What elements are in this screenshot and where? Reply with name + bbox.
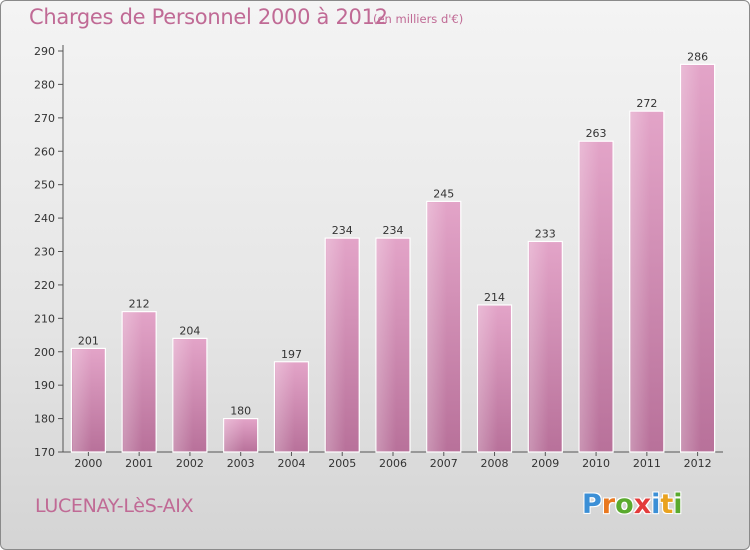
x-tick-label: 2008: [481, 457, 509, 470]
chart-subtitle: (en milliers d'€): [373, 12, 464, 26]
logo-letter: r: [601, 489, 616, 520]
bar-highlight: [529, 242, 562, 452]
bar-highlight: [630, 112, 663, 453]
bar-highlight: [275, 362, 308, 452]
x-tick-label: 2007: [430, 457, 458, 470]
value-label: 272: [636, 97, 657, 110]
proxiti-logo[interactable]: Proxiti: [582, 489, 683, 520]
y-tick-label: 220: [34, 279, 55, 292]
bar-highlight: [224, 419, 257, 452]
value-label: 245: [433, 187, 454, 200]
logo-letter: P: [582, 489, 602, 520]
y-tick-label: 290: [34, 45, 55, 58]
bar-highlight: [326, 239, 359, 452]
y-tick-label: 250: [34, 179, 55, 192]
y-tick-label: 210: [34, 312, 55, 325]
value-label: 263: [586, 127, 607, 140]
value-label: 286: [687, 50, 708, 63]
bar-highlight: [580, 142, 613, 452]
value-label: 180: [230, 405, 251, 418]
value-label: 214: [484, 291, 505, 304]
commune-name: LUCENAY-LèS-AIX: [35, 495, 194, 517]
y-tick-label: 270: [34, 112, 55, 125]
bar-highlight: [427, 202, 460, 452]
x-tick-label: 2001: [125, 457, 153, 470]
bar-highlight: [173, 339, 206, 452]
x-tick-label: 2011: [633, 457, 661, 470]
y-tick-label: 180: [34, 413, 55, 426]
value-label: 234: [332, 224, 353, 237]
y-tick-label: 240: [34, 212, 55, 225]
value-label: 201: [78, 334, 99, 347]
x-tick-label: 2012: [684, 457, 712, 470]
bar-highlight: [72, 349, 105, 452]
logo-letter: o: [615, 489, 634, 520]
y-tick-label: 260: [34, 145, 55, 158]
x-tick-label: 2005: [328, 457, 356, 470]
value-label: 197: [281, 348, 302, 361]
x-tick-label: 2009: [531, 457, 559, 470]
x-tick-label: 2000: [74, 457, 102, 470]
x-tick-label: 2003: [227, 457, 255, 470]
bar-highlight: [478, 305, 511, 452]
bar-highlight: [123, 312, 156, 452]
x-tick-label: 2002: [176, 457, 204, 470]
chart-title: Charges de Personnel 2000 à 2012: [29, 5, 388, 29]
y-tick-label: 200: [34, 346, 55, 359]
logo-letter: i: [673, 489, 683, 520]
value-label: 234: [383, 224, 404, 237]
y-tick-label: 170: [34, 446, 55, 459]
x-tick-label: 2010: [582, 457, 610, 470]
value-label: 204: [179, 324, 200, 337]
value-label: 233: [535, 227, 556, 240]
y-tick-label: 280: [34, 78, 55, 91]
x-tick-label: 2006: [379, 457, 407, 470]
bar-highlight: [681, 65, 714, 452]
bar-highlight: [377, 239, 409, 452]
y-tick-label: 190: [34, 379, 55, 392]
logo-letter: i: [651, 489, 661, 520]
x-tick-label: 2004: [277, 457, 305, 470]
logo-letter: t: [660, 489, 674, 520]
value-label: 212: [129, 298, 150, 311]
logo-letter: x: [633, 489, 652, 520]
y-tick-label: 230: [34, 246, 55, 259]
